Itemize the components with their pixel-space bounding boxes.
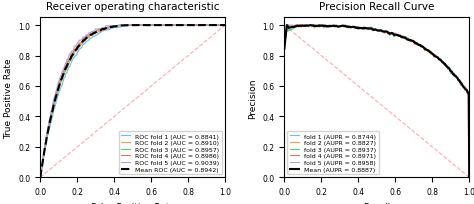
X-axis label: False Positive Rate: False Positive Rate	[91, 202, 175, 204]
X-axis label: Recall: Recall	[363, 202, 391, 204]
Legend: fold 1 (AUPR = 0.8744), fold 2 (AUPR = 0.8827), fold 3 (AUPR = 0.8937), fold 4 (: fold 1 (AUPR = 0.8744), fold 2 (AUPR = 0…	[288, 131, 379, 174]
Legend: ROC fold 1 (AUC = 0.8841), ROC fold 2 (AUC = 0.8910), ROC fold 3 (AUC = 0.8957),: ROC fold 1 (AUC = 0.8841), ROC fold 2 (A…	[118, 131, 222, 174]
Y-axis label: Precision: Precision	[248, 78, 257, 118]
Title: Receiver operating characteristic: Receiver operating characteristic	[46, 2, 219, 12]
Y-axis label: True Positive Rate: True Positive Rate	[4, 58, 13, 138]
Title: Precision Recall Curve: Precision Recall Curve	[319, 2, 435, 12]
